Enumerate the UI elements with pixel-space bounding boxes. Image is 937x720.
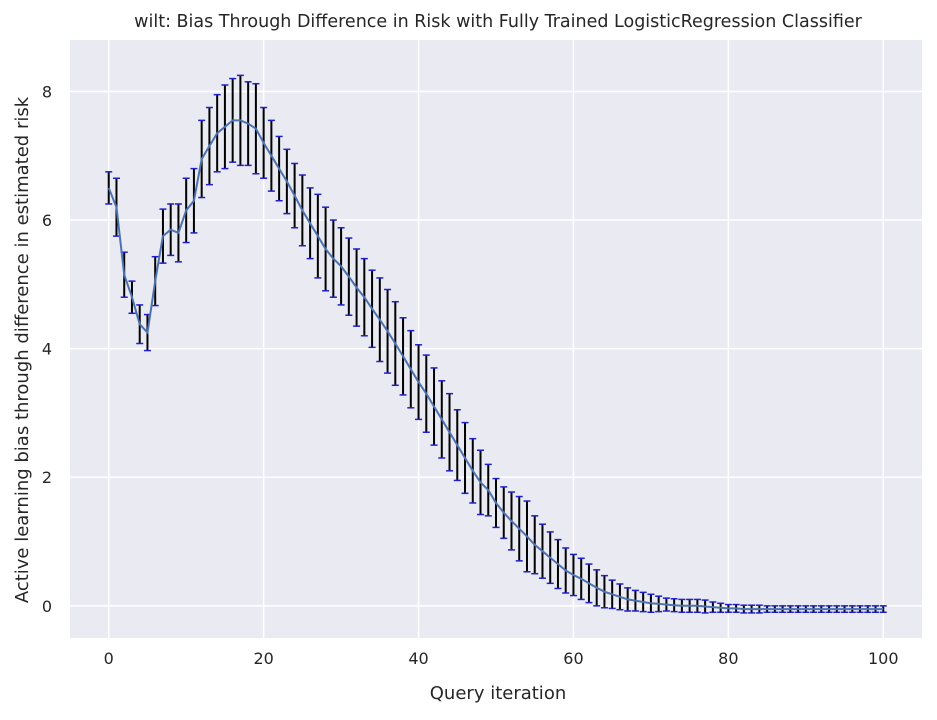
chart-title: wilt: Bias Through Difference in Risk wi… xyxy=(134,12,862,32)
y-tick-label: 8 xyxy=(42,82,52,101)
x-axis-label: Query iteration xyxy=(430,683,566,704)
plot-background xyxy=(70,40,922,638)
x-tick-labels: 0 20 40 60 80 100 xyxy=(104,649,899,668)
x-tick-label: 60 xyxy=(563,649,583,668)
y-tick-label: 0 xyxy=(42,597,52,616)
x-tick-label: 80 xyxy=(718,649,738,668)
x-tick-label: 0 xyxy=(104,649,114,668)
y-tick-label: 2 xyxy=(42,468,52,487)
y-tick-labels: 0 2 4 6 8 xyxy=(42,82,52,615)
x-tick-label: 20 xyxy=(253,649,273,668)
y-axis-label: Active learning bias through difference … xyxy=(12,96,33,603)
series-line xyxy=(107,119,884,611)
y-tick-label: 6 xyxy=(42,211,52,230)
y-tick-label: 4 xyxy=(42,340,52,359)
x-tick-label: 100 xyxy=(868,649,899,668)
x-tick-label: 40 xyxy=(408,649,428,668)
series-group xyxy=(107,119,884,611)
